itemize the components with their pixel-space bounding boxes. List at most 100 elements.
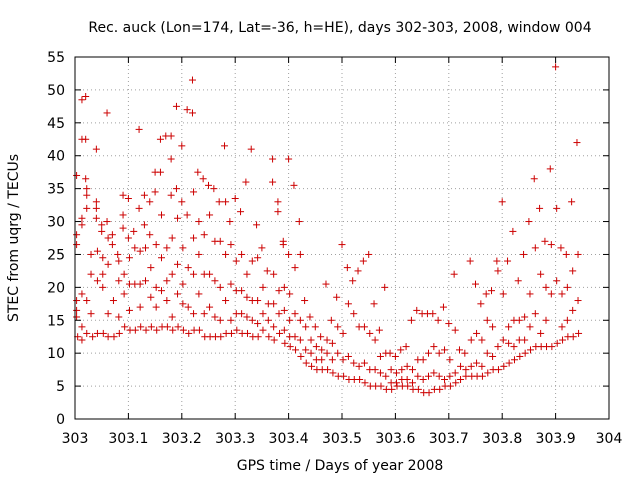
data-point (542, 316, 550, 324)
data-point (531, 310, 539, 318)
data-point (403, 376, 411, 384)
x-tick-label: 303.6 (375, 431, 415, 447)
data-point (190, 234, 198, 242)
data-point (99, 283, 107, 291)
data-point (211, 277, 219, 285)
data-point (526, 290, 534, 298)
data-point (163, 323, 171, 331)
y-tick-label: 55 (47, 50, 65, 66)
y-tick-label: 30 (47, 215, 65, 231)
data-point (195, 218, 203, 226)
data-point (178, 198, 186, 206)
data-point (408, 366, 416, 374)
data-point (307, 349, 315, 357)
data-point (135, 204, 143, 212)
data-point (93, 329, 101, 337)
data-point (403, 362, 411, 370)
axis-ticks (74, 56, 610, 420)
data-point (441, 376, 449, 384)
data-point (222, 198, 230, 206)
data-point (275, 287, 283, 295)
data-point (92, 214, 100, 222)
data-point (339, 356, 347, 364)
data-point (558, 323, 566, 331)
data-point (537, 270, 545, 278)
data-point (280, 326, 288, 334)
data-point (136, 280, 144, 288)
data-point (494, 267, 502, 275)
data-point (238, 287, 246, 295)
data-point (489, 352, 497, 360)
y-tick-label: 40 (47, 149, 65, 165)
data-point (455, 346, 463, 354)
data-point (136, 247, 144, 255)
data-point (482, 290, 490, 298)
data-point (270, 336, 278, 344)
data-point (343, 264, 351, 272)
data-point (163, 244, 171, 252)
data-point (302, 359, 310, 367)
data-point (365, 250, 373, 258)
data-point (227, 280, 235, 288)
data-point (499, 336, 507, 344)
data-point (124, 195, 132, 203)
data-point (291, 333, 299, 341)
data-point (546, 165, 554, 173)
data-point (104, 260, 112, 268)
data-point (141, 277, 149, 285)
data-point (286, 343, 294, 351)
data-point (206, 303, 214, 311)
data-point (473, 329, 481, 337)
data-point (520, 250, 528, 258)
data-point (78, 290, 86, 298)
data-point (515, 316, 523, 324)
data-point (355, 362, 363, 370)
x-tick-label: 303.9 (536, 431, 576, 447)
data-point (87, 250, 95, 258)
data-point (168, 313, 176, 321)
y-tick-label: 15 (47, 313, 65, 329)
data-point (527, 346, 535, 354)
data-point (83, 329, 91, 337)
data-point (248, 257, 256, 265)
data-point (392, 369, 400, 377)
data-point (195, 250, 203, 258)
data-point (172, 102, 180, 110)
data-point (559, 336, 567, 344)
data-point (302, 346, 310, 354)
data-point (115, 329, 123, 337)
data-point (179, 326, 187, 334)
data-point (163, 277, 171, 285)
data-point (450, 270, 458, 278)
data-point (141, 244, 149, 252)
data-point (505, 359, 513, 367)
data-point (334, 349, 342, 357)
data-point (190, 270, 198, 278)
data-point (356, 376, 364, 384)
data-point (302, 323, 310, 331)
data-point (243, 270, 251, 278)
data-point (99, 270, 107, 278)
data-point (414, 372, 422, 380)
y-tick-label: 35 (47, 182, 65, 198)
data-point (558, 290, 566, 298)
data-point (73, 297, 81, 305)
data-point (254, 254, 262, 262)
data-point (553, 339, 561, 347)
x-tick-label: 303.1 (108, 431, 148, 447)
data-point (354, 267, 362, 275)
data-point (285, 155, 293, 163)
data-point (404, 382, 412, 390)
data-point (387, 366, 395, 374)
y-tick-label: 45 (47, 116, 65, 132)
data-point (376, 369, 384, 377)
data-point (575, 329, 583, 337)
data-point (242, 178, 250, 186)
data-point (248, 316, 256, 324)
data-point (563, 283, 571, 291)
data-point (130, 227, 138, 235)
data-point (296, 250, 304, 258)
y-tick-label: 5 (56, 379, 65, 395)
data-point (92, 198, 100, 206)
data-point (185, 329, 193, 337)
